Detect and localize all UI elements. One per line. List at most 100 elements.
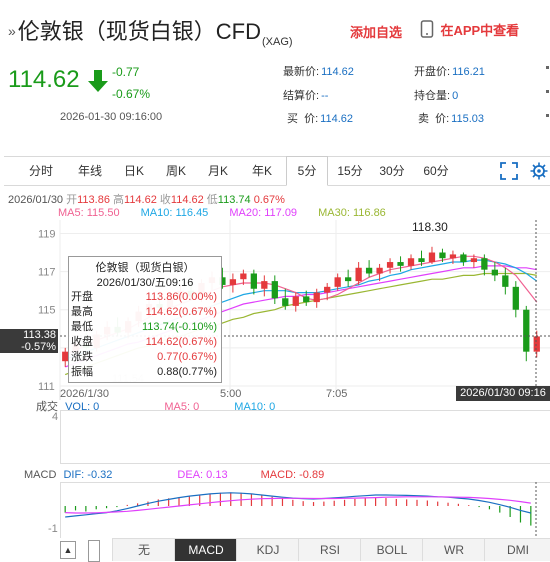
tab-5min[interactable]: 5分 xyxy=(286,156,328,186)
candle xyxy=(439,248,446,263)
ohlc-pct: 0.67% xyxy=(253,194,285,206)
tooltip-row-close: 收盘 114.62(0.67%) xyxy=(71,335,219,349)
candle xyxy=(512,281,519,318)
tooltip-value: 114.62(0.67%) xyxy=(145,336,217,348)
view-in-app-label: 在APP中查看 xyxy=(440,23,520,38)
tab-year-line[interactable]: 年线 xyxy=(77,164,102,178)
price-change-pct: -0.67% xyxy=(112,87,151,101)
x-tick-label: 5:00 xyxy=(220,388,241,400)
ohlc-low: 113.74 xyxy=(217,194,251,206)
max-price-label: 118.30 xyxy=(412,220,448,234)
macd-dea: DEA: 0.13 xyxy=(177,469,228,481)
scroll-left-icon: ▲ xyxy=(63,545,73,555)
fullscreen-icon[interactable] xyxy=(500,162,518,180)
ohlc-close-label: 收 xyxy=(159,194,171,206)
ma20-legend: MA20: 117.09 xyxy=(229,207,298,219)
settings-icon[interactable] xyxy=(530,162,548,180)
tooltip-key: 开盘 xyxy=(71,291,93,303)
add-watchlist-button[interactable]: 添加自选 xyxy=(350,22,402,42)
tab-timeshare[interactable]: 分时 xyxy=(28,164,53,178)
stat-open-label: 开盘价: xyxy=(414,66,451,78)
candle xyxy=(345,269,352,287)
cursor-time-badge: 2026/01/30 09:16 xyxy=(456,386,550,401)
kline-chart[interactable]: 119117115113111 2026/1/305:007:05 118.30… xyxy=(0,220,550,400)
candle xyxy=(261,275,268,297)
volume-chart[interactable] xyxy=(60,410,550,464)
scroll-handle[interactable] xyxy=(88,540,100,562)
tab-60min[interactable]: 60分 xyxy=(423,164,449,178)
stat-hold: 持仓量: 0 xyxy=(414,87,458,103)
phone-icon xyxy=(420,20,434,38)
tooltip-key: 涨跌 xyxy=(71,351,93,363)
edge-dot xyxy=(546,66,549,69)
indicator-tab-wr[interactable]: WR xyxy=(422,539,485,561)
kline-x-axis: 2026/1/30 5:00 7:05 xyxy=(60,388,347,400)
tab-weekly-k[interactable]: 周K xyxy=(165,164,186,178)
ohlc-open: 113.86 xyxy=(77,194,110,206)
candle xyxy=(219,267,226,289)
candle xyxy=(365,260,373,278)
indicator-tab-macd[interactable]: MACD xyxy=(174,539,237,561)
candle xyxy=(502,267,509,295)
candle xyxy=(418,250,425,266)
tooltip-row-amplitude: 振幅 0.88(0.77%) xyxy=(71,365,219,379)
indicator-tab-kdj[interactable]: KDJ xyxy=(236,539,299,561)
tab-monthly-k[interactable]: 月K xyxy=(207,164,228,178)
edge-dot xyxy=(546,90,549,93)
candle xyxy=(491,262,498,282)
indicator-tab-dmi[interactable]: DMI xyxy=(484,539,550,561)
instrument-code: (XAG) xyxy=(262,36,293,48)
indicator-tab-none[interactable]: 无 xyxy=(112,539,175,561)
crosshair xyxy=(0,220,550,400)
tab-15min[interactable]: 15分 xyxy=(337,164,363,178)
dif-line xyxy=(65,492,531,518)
last-price: 114.62 xyxy=(8,66,80,93)
candle xyxy=(428,246,436,264)
macd-lines xyxy=(65,492,531,518)
price-change: -0.77 xyxy=(112,65,140,79)
cursor-pct: -0.57% xyxy=(21,341,56,353)
tooltip-row-open: 开盘 113.86(0.00%) xyxy=(71,290,219,304)
y-tick-label: 115 xyxy=(38,305,56,317)
tab-30min[interactable]: 30分 xyxy=(379,164,405,178)
candle xyxy=(407,254,415,270)
candle xyxy=(470,254,478,268)
candle xyxy=(282,288,289,310)
candle xyxy=(355,262,362,285)
candle xyxy=(376,263,383,282)
tab-yearly-k[interactable]: 年K xyxy=(251,164,272,178)
stat-open-value: 116.21 xyxy=(452,66,485,78)
volume-label: 成交 xyxy=(36,401,58,413)
tab-daily-k[interactable]: 日K xyxy=(123,164,144,178)
stat-sell-value: 115.03 xyxy=(451,113,484,125)
indicator-tab-rsi[interactable]: RSI xyxy=(298,539,361,561)
down-arrow-icon xyxy=(88,70,108,92)
tooltip-value: 0.88(0.77%) xyxy=(157,366,217,378)
scroll-left-button[interactable]: ▲ xyxy=(60,541,76,559)
stat-open: 开盘价: 116.21 xyxy=(414,63,485,79)
volume-y-top: 4 xyxy=(52,411,59,423)
ohlc-summary: 2026/01/30 开113.86 高114.62 收114.62 低113.… xyxy=(8,191,285,207)
candle xyxy=(303,290,310,306)
indicator-tab-boll[interactable]: BOLL xyxy=(360,539,423,561)
candle xyxy=(240,269,247,285)
stat-settle-value: -- xyxy=(321,90,329,102)
tooltip-key: 振幅 xyxy=(71,366,93,378)
view-in-app-button[interactable]: 在APP中查看 xyxy=(420,20,519,40)
stat-sell-label: 卖 价: xyxy=(418,113,450,125)
x-tick-label: 2026/1/30 xyxy=(60,388,109,400)
kline-y-axis: 119117115113111 xyxy=(38,228,56,393)
macd-value: MACD: -0.89 xyxy=(260,469,325,481)
stat-buy: 买 价: 114.62 xyxy=(287,110,353,126)
macd-chart[interactable] xyxy=(60,482,550,538)
cursor-price: 113.38 xyxy=(23,329,56,341)
stat-settle: 结算价: -- xyxy=(283,87,328,103)
ohlc-low-label: 低 xyxy=(206,194,218,206)
macd-legend: MACD DIF: -0.32 DEA: 0.13 MACD: -0.89 xyxy=(24,469,324,481)
candle xyxy=(271,275,278,304)
quote-time: 2026-01-30 09:16:00 xyxy=(60,111,163,123)
tooltip-value: 114.62(0.67%) xyxy=(145,306,217,318)
ma5-legend: MA5: 115.50 xyxy=(58,207,120,219)
tooltip-key: 最低 xyxy=(71,321,93,333)
tooltip-row-high: 最高 114.62(0.67%) xyxy=(71,305,219,319)
